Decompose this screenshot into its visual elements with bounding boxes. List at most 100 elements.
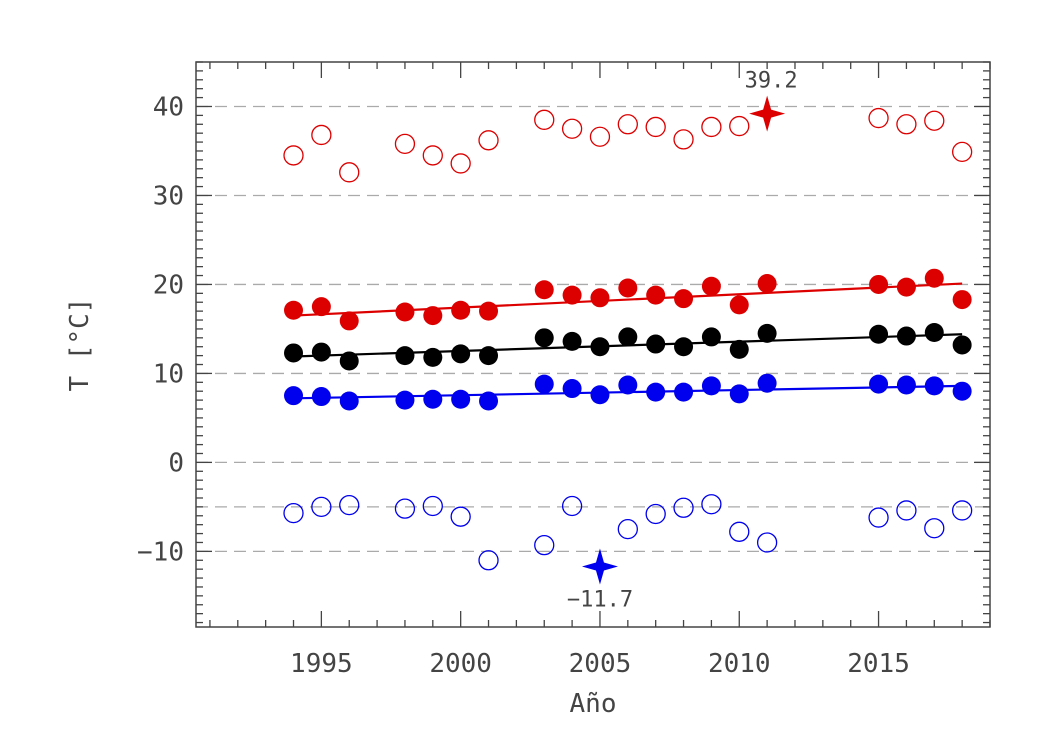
data-point: [339, 311, 359, 331]
data-point: [339, 351, 359, 371]
data-point: [451, 300, 471, 320]
x-tick-label: 1995: [290, 649, 353, 679]
data-point: [395, 346, 415, 366]
data-point: [896, 326, 916, 346]
data-point: [562, 331, 582, 351]
data-point: [924, 110, 945, 131]
data-point: [339, 494, 360, 516]
data-point: [729, 384, 749, 404]
data-point: [284, 386, 304, 406]
y-tick-label: 30: [153, 181, 184, 211]
y-tick-label: 20: [153, 270, 184, 300]
data-point: [283, 145, 304, 166]
data-point: [701, 276, 721, 296]
data-point: [450, 153, 471, 174]
data-point: [757, 274, 777, 294]
data-point: [869, 374, 889, 394]
data-point: [589, 126, 611, 147]
data-point: [311, 342, 331, 362]
x-axis-label: Año: [570, 689, 617, 719]
data-point: [311, 387, 331, 407]
tick-labels: −10 0 10 20 30 40 1995 2000 2005 2010 2015: [137, 92, 910, 679]
data-point: [674, 337, 694, 357]
data-point: [729, 521, 750, 542]
data-point: [952, 290, 972, 310]
data-point: [339, 391, 359, 411]
data-point: [478, 130, 499, 151]
data-point: [756, 532, 778, 553]
data-point: [590, 288, 610, 308]
y-tick-label: −10: [137, 537, 184, 567]
data-point: [422, 495, 443, 517]
extreme-markers: 39.2 −11.7: [567, 69, 798, 613]
data-point: [951, 500, 973, 521]
data-point: [590, 337, 610, 357]
data-point: [561, 495, 583, 517]
data-point: [423, 389, 443, 409]
data-point: [896, 277, 916, 297]
data-point: [534, 374, 554, 394]
data-point: [701, 494, 722, 515]
data-point: [478, 550, 499, 571]
data-point: [646, 382, 666, 402]
data-point: [534, 109, 555, 130]
x-tick-label: 2015: [847, 649, 910, 679]
data-point: [284, 343, 304, 363]
data-point: [534, 328, 554, 348]
data-point: [674, 289, 694, 309]
data-point: [868, 107, 889, 129]
data-point: [451, 389, 471, 409]
data-point: [646, 334, 666, 354]
data-point: [701, 376, 721, 396]
x-tick-label: 2000: [429, 649, 492, 679]
data-point: [283, 502, 304, 524]
data-point: [951, 141, 973, 163]
data-point: [896, 500, 917, 521]
data-point: [868, 507, 889, 528]
data-point: [562, 379, 582, 399]
data-point: [394, 133, 416, 155]
data-point: [590, 385, 610, 405]
data-point: [311, 297, 331, 317]
data-point: [924, 518, 945, 539]
data-point: [673, 497, 694, 518]
data-point: [561, 118, 583, 139]
x-tick-label: 2005: [569, 649, 632, 679]
data-point: [311, 496, 332, 518]
data-point: [924, 268, 944, 288]
data-point: [952, 335, 972, 355]
data-point: [729, 295, 749, 315]
data-point: [423, 306, 443, 326]
data-point: [924, 322, 944, 342]
extreme-value-label: −11.7: [567, 587, 633, 612]
data-point: [646, 285, 666, 305]
data-point: [896, 114, 917, 135]
data-point: [869, 324, 889, 344]
data-point: [562, 285, 582, 305]
data-point: [674, 382, 694, 402]
data-point: [924, 376, 944, 396]
plot-frame: [195, 61, 991, 628]
extreme-star-marker: [749, 95, 786, 132]
data-points: [283, 107, 973, 571]
y-axis-label: T [°C]: [65, 298, 95, 392]
data-point: [423, 347, 443, 367]
y-tick-label: 40: [153, 92, 184, 122]
data-point: [534, 280, 554, 300]
data-point: [617, 114, 638, 135]
data-point: [701, 116, 722, 138]
data-point: [896, 375, 916, 395]
data-point: [673, 129, 694, 150]
data-point: [311, 124, 332, 146]
axis-ticks: [196, 61, 991, 627]
data-point: [645, 116, 666, 138]
data-point: [534, 534, 555, 556]
data-point: [869, 274, 889, 294]
data-point: [729, 339, 749, 359]
data-point: [618, 278, 638, 298]
data-point: [618, 327, 638, 347]
x-tick-label: 2010: [708, 649, 771, 679]
data-point: [479, 301, 499, 321]
